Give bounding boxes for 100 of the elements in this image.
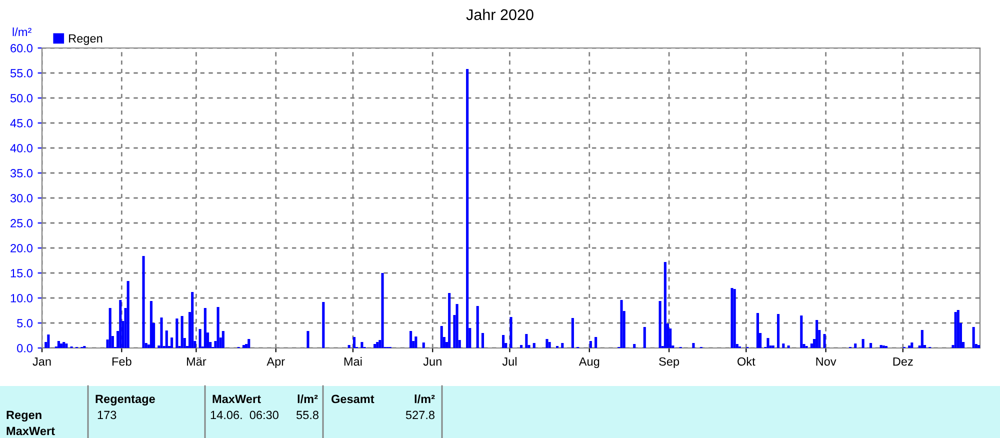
text: Gesamt bbox=[331, 394, 374, 404]
text: 55.8 bbox=[296, 410, 318, 420]
bar bbox=[954, 312, 957, 348]
text: l/m² bbox=[414, 394, 435, 404]
bar bbox=[170, 338, 174, 348]
x-tick-label: Nov bbox=[816, 357, 836, 366]
bar bbox=[440, 326, 443, 348]
bar bbox=[381, 273, 384, 348]
bar bbox=[733, 289, 736, 348]
x-tick-label: Jan bbox=[32, 357, 51, 366]
bar bbox=[62, 342, 66, 348]
bar bbox=[658, 301, 662, 348]
text: l/m² bbox=[298, 394, 318, 404]
bar bbox=[165, 330, 168, 348]
bar bbox=[782, 344, 785, 348]
y-tick-label: 55.0 bbox=[10, 69, 33, 78]
bar bbox=[242, 345, 246, 348]
bar bbox=[191, 292, 194, 348]
bar bbox=[546, 339, 548, 348]
bar bbox=[360, 342, 364, 348]
y-tick-label: 20.0 bbox=[10, 244, 33, 252]
bar bbox=[176, 318, 178, 348]
bar bbox=[119, 300, 122, 348]
text: 14.06. 06:30 bbox=[210, 410, 278, 420]
bar bbox=[766, 338, 770, 348]
bar bbox=[216, 307, 220, 348]
y-tick-label: 5.0 bbox=[17, 319, 33, 328]
bar bbox=[548, 342, 551, 348]
bar bbox=[248, 339, 250, 348]
bar bbox=[108, 308, 112, 348]
x-tick-label: Aug bbox=[578, 357, 600, 368]
bar bbox=[204, 308, 206, 348]
bar bbox=[456, 304, 458, 348]
bar bbox=[532, 343, 536, 348]
bar bbox=[920, 330, 924, 348]
bar bbox=[160, 318, 163, 348]
bar bbox=[306, 331, 310, 348]
chart-title: Jahr 2020 bbox=[466, 8, 534, 20]
bar bbox=[880, 345, 882, 348]
y-tick-label: 50.0 bbox=[10, 94, 33, 102]
bar bbox=[800, 316, 803, 348]
bar bbox=[816, 320, 818, 348]
bar bbox=[977, 345, 980, 348]
bar bbox=[448, 293, 451, 348]
y-tick-label: 45.0 bbox=[10, 119, 33, 128]
y-tick-label: 60.0 bbox=[10, 44, 33, 52]
bar bbox=[571, 318, 574, 348]
bar bbox=[57, 341, 60, 348]
y-tick-label: 10.0 bbox=[10, 294, 33, 302]
x-tick-label: Sep bbox=[659, 357, 680, 368]
bar bbox=[862, 339, 864, 348]
bar bbox=[422, 342, 425, 348]
x-tick-label: Okt bbox=[738, 357, 756, 366]
bar bbox=[47, 334, 50, 348]
x-tick-label: Mär bbox=[186, 357, 206, 366]
x-tick-label: Feb bbox=[112, 357, 132, 366]
bar bbox=[756, 313, 759, 348]
x-tick-label: Apr bbox=[266, 357, 285, 368]
bar bbox=[414, 336, 418, 348]
x-tick-label: Dez bbox=[893, 357, 913, 366]
text: 173 bbox=[98, 410, 116, 420]
bar bbox=[502, 335, 505, 348]
bar bbox=[910, 342, 914, 348]
bar bbox=[956, 310, 960, 348]
bar bbox=[589, 341, 592, 348]
y-tick-label: 30.0 bbox=[10, 194, 33, 202]
bar bbox=[352, 337, 356, 348]
bar bbox=[510, 317, 512, 348]
x-tick-label: Jul bbox=[502, 357, 516, 366]
bar bbox=[633, 344, 636, 348]
text: Regen bbox=[6, 410, 42, 422]
bar bbox=[869, 343, 872, 348]
bar bbox=[972, 327, 975, 348]
bar bbox=[222, 331, 224, 348]
y-axis-title: l/m² bbox=[12, 28, 32, 36]
bar bbox=[180, 316, 184, 348]
y-tick-label: 0.0 bbox=[17, 344, 33, 352]
text: 527.8 bbox=[406, 410, 434, 420]
bar bbox=[476, 306, 479, 348]
y-tick-label: 40.0 bbox=[10, 144, 33, 152]
bar bbox=[561, 343, 564, 348]
y-tick-label: 25.0 bbox=[10, 219, 33, 228]
bar bbox=[126, 281, 130, 348]
bar bbox=[854, 344, 857, 348]
bar bbox=[730, 288, 734, 348]
y-tick-label: 15.0 bbox=[10, 269, 33, 278]
bar bbox=[525, 334, 528, 348]
bar bbox=[776, 314, 780, 348]
bar bbox=[520, 345, 523, 348]
bar bbox=[65, 344, 68, 348]
bar bbox=[142, 256, 145, 348]
bar bbox=[664, 262, 666, 348]
text: Regentage bbox=[96, 394, 155, 406]
bar bbox=[374, 344, 376, 348]
bar bbox=[376, 342, 379, 348]
text: MaxWert bbox=[6, 426, 55, 436]
bar bbox=[692, 343, 695, 348]
bar bbox=[322, 302, 325, 348]
text: MaxWert bbox=[212, 394, 261, 404]
legend-label: Regen bbox=[69, 34, 102, 45]
